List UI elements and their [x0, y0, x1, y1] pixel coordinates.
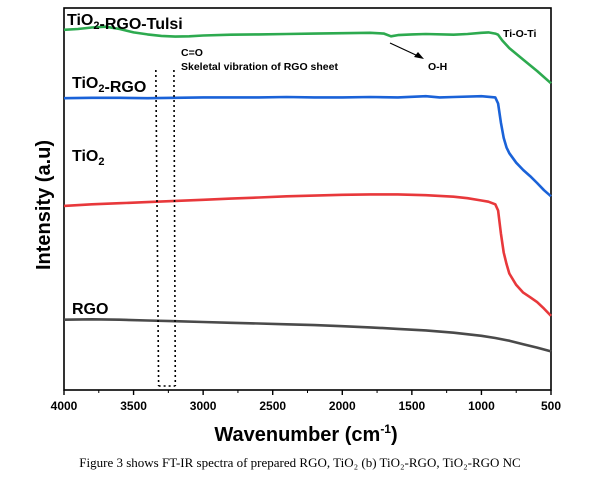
- x-tick-label: 1500: [399, 399, 426, 413]
- x-tick-label: 3500: [120, 399, 147, 413]
- x-tick-label: 4000: [51, 399, 78, 413]
- oh-arrow-line: [389, 42, 419, 57]
- dotted-marker-line: [173, 69, 177, 387]
- series-label-tio2-rgo-tulsi: TiO2-RGO-Tulsi: [67, 12, 183, 33]
- x-axis-title: Wavenumber (cm-1): [214, 422, 397, 446]
- series-label-rgo: RGO: [72, 301, 108, 318]
- series-label-tio2-rgo: TiO2-RGO: [72, 75, 146, 96]
- peak-markers: [155, 69, 177, 387]
- annotation-oh: O-H: [428, 61, 447, 73]
- series-label-tio2: TiO2: [72, 148, 105, 168]
- series-labels: RGO TiO2 TiO2-RGO TiO2-RGO-Tulsi: [67, 12, 183, 318]
- annotation-skeletal: Skeletal vibration of RGO sheet: [181, 61, 338, 73]
- series-line-tio2: [63, 193, 552, 317]
- figure-caption: Figure 3 shows FT-IR spectra of prepared…: [79, 455, 520, 470]
- x-ticks: 4000 3500 3000 2500 2000 1500 1000 500: [51, 390, 561, 413]
- oh-arrow-head: [414, 52, 424, 59]
- annotation-co: C=O: [181, 47, 203, 59]
- y-axis-title: Intensity (a.u): [33, 140, 55, 270]
- x-tick-label: 1000: [468, 399, 495, 413]
- x-axis-title-sup: -1: [380, 422, 391, 436]
- series-line-rgo: [63, 318, 552, 353]
- x-tick-label: 2000: [329, 399, 356, 413]
- series-line-tio2-rgo-tulsi: [63, 25, 552, 85]
- series-line-tio2-rgo: [63, 94, 552, 198]
- x-tick-label: 2500: [259, 399, 286, 413]
- dotted-marker-line: [155, 69, 160, 387]
- annotation-tioti: Ti-O-Ti: [503, 28, 537, 40]
- x-tick-label: 3000: [190, 399, 217, 413]
- series-group: [63, 25, 552, 353]
- x-tick-label: 500: [541, 399, 561, 413]
